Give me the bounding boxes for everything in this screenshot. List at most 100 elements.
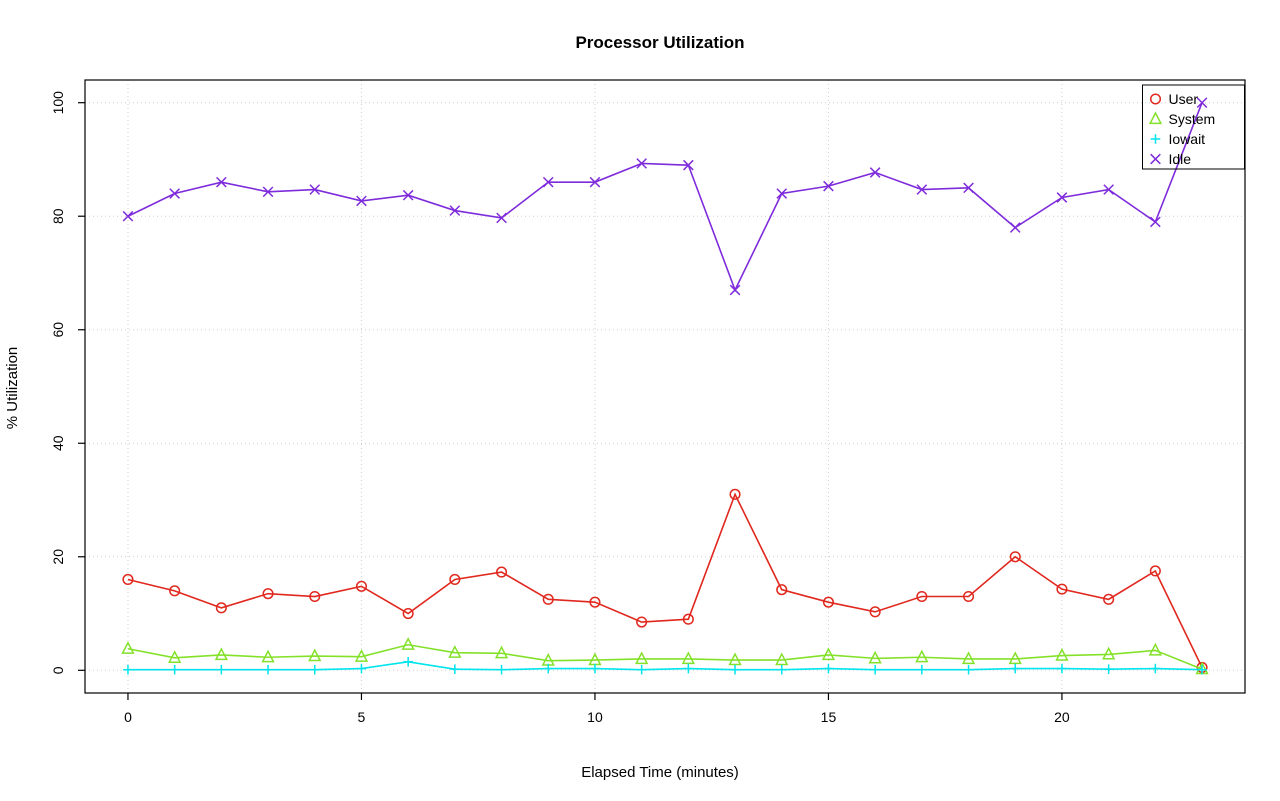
marker-triangle [354, 649, 369, 662]
marker-plus [123, 664, 133, 675]
marker-plus [1150, 663, 1161, 674]
marker-circle [589, 596, 601, 608]
marker-circle [262, 588, 274, 600]
marker-plus [590, 663, 600, 674]
x-tick-label: 10 [587, 709, 603, 725]
marker-triangle [121, 641, 135, 654]
marker-circle [1009, 551, 1021, 563]
marker-triangle [1148, 111, 1163, 125]
y-tick-label: 100 [50, 91, 66, 115]
marker-triangle [494, 645, 509, 659]
marker-x [589, 176, 601, 188]
marker-circle [729, 488, 741, 500]
marker-plus [169, 664, 180, 675]
legend: User System Iowait Idle [1142, 84, 1245, 170]
x-tick-label: 5 [358, 709, 366, 725]
legend-label-iowait: Iowait [1169, 131, 1206, 147]
legend-box [1142, 84, 1245, 170]
marker-plus [450, 664, 460, 674]
marker-x [496, 212, 507, 224]
chart-title: Processor Utilization [575, 33, 744, 52]
marker-triangle [681, 651, 695, 665]
marker-circle [636, 616, 648, 628]
marker-plus [870, 664, 880, 675]
series-line [127, 660, 1203, 671]
marker-circle [215, 602, 227, 614]
marker-plus [403, 656, 413, 667]
marker-x [1150, 216, 1161, 228]
marker-triangle [214, 647, 228, 661]
marker-plus [1197, 664, 1207, 675]
marker-x [823, 180, 834, 192]
gridlines [85, 80, 1245, 693]
marker-triangle [308, 648, 322, 662]
marker-triangle [635, 651, 649, 665]
marker-x [402, 189, 414, 201]
marker-circle [169, 585, 181, 597]
marker-x [542, 176, 554, 188]
marker-x [356, 195, 367, 207]
marker-circle [122, 573, 134, 586]
marker-triangle [1102, 646, 1116, 660]
marker-triangle [821, 647, 836, 661]
marker-triangle [961, 651, 976, 665]
marker-x [309, 184, 321, 195]
marker-plus [917, 664, 927, 675]
marker-circle [542, 593, 554, 605]
marker-triangle [401, 637, 415, 650]
series-system [121, 637, 1209, 675]
marker-circle [1149, 93, 1162, 105]
marker-x [1009, 222, 1021, 233]
y-tick-label: 60 [50, 322, 66, 338]
data-series [121, 97, 1209, 675]
marker-triangle [168, 650, 182, 663]
x-tick-label: 20 [1054, 709, 1070, 725]
y-tick-label: 40 [50, 435, 66, 451]
marker-circle [449, 573, 461, 586]
marker-circle [682, 613, 694, 625]
marker-x [216, 176, 227, 188]
marker-circle [869, 606, 881, 618]
marker-circle [916, 590, 928, 603]
marker-x [449, 205, 461, 216]
marker-x [122, 210, 134, 222]
series-line [127, 102, 1203, 293]
marker-x [1056, 192, 1068, 203]
marker-triangle [775, 652, 789, 666]
marker-circle [822, 596, 834, 608]
marker-plus [683, 663, 694, 674]
y-tick-label: 0 [50, 666, 66, 674]
marker-x [169, 188, 180, 199]
marker-x [636, 158, 647, 169]
marker-circle [355, 580, 368, 592]
marker-plus [263, 664, 273, 675]
legend-label-idle: Idle [1169, 151, 1192, 167]
marker-plus [356, 663, 367, 674]
marker-triangle [868, 650, 882, 664]
marker-x [1150, 153, 1161, 165]
marker-x [869, 167, 881, 178]
series-iowait [123, 656, 1207, 675]
y-tick-label: 20 [50, 549, 66, 565]
y-tick-label: 80 [50, 208, 66, 224]
marker-triangle [728, 652, 742, 666]
marker-plus [963, 664, 974, 675]
series-line [127, 492, 1203, 668]
marker-plus [496, 664, 507, 675]
marker-triangle [915, 649, 929, 663]
marker-circle [1149, 565, 1161, 577]
marker-triangle [1148, 642, 1162, 656]
marker-x [916, 184, 928, 195]
marker-circle [1103, 593, 1115, 605]
marker-x [963, 182, 974, 194]
plot-border [84, 79, 1246, 694]
x-tick-label: 0 [124, 709, 132, 725]
marker-plus [776, 664, 787, 675]
legend-label-system: System [1169, 111, 1216, 127]
marker-plus [309, 664, 320, 675]
marker-x [1103, 184, 1114, 195]
marker-triangle [1008, 651, 1022, 665]
marker-plus [1150, 134, 1161, 144]
series-line [127, 643, 1203, 670]
marker-circle [496, 566, 508, 578]
